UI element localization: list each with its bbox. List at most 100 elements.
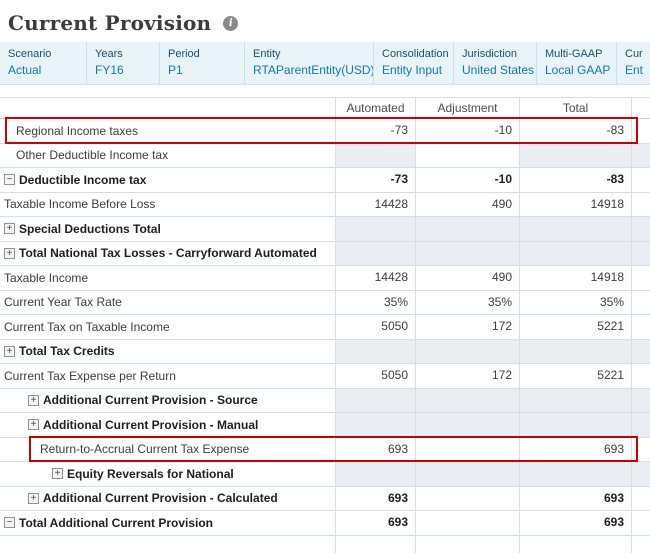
header-adjustment[interactable]: Adjustment <box>416 98 520 118</box>
cell-total[interactable]: 35% <box>520 290 632 314</box>
row-label-cell[interactable]: + Additional Current Provision - Calculat… <box>0 486 336 510</box>
pov-label: Cur <box>625 48 643 60</box>
cell-automated[interactable]: 693 <box>336 486 416 510</box>
cell-adjustment[interactable] <box>416 413 520 437</box>
cell-adjustment[interactable]: 35% <box>416 290 520 314</box>
pov-value[interactable]: Ent <box>625 63 644 77</box>
pov-value[interactable]: Actual <box>8 63 42 77</box>
cell-automated[interactable] <box>336 462 416 486</box>
row-label-cell[interactable]: Taxable Income <box>0 266 336 290</box>
cell-automated[interactable] <box>336 143 416 167</box>
cell-automated[interactable] <box>336 241 416 265</box>
row-label-cell[interactable]: Other Deductible Income tax <box>0 143 336 167</box>
row-label: Regional Income taxes <box>16 123 139 138</box>
cell-adjustment[interactable] <box>416 511 520 535</box>
table-row: Other Deductible Income tax <box>0 143 650 168</box>
row-label-cell[interactable]: + Additional Current Provision - Source <box>0 388 336 412</box>
cell-total[interactable]: 14918 <box>520 266 632 290</box>
table-row: Return-to-Accrual Current Tax Expense 693… <box>0 435 650 462</box>
cell-adjustment[interactable]: 172 <box>416 364 520 388</box>
cell-total[interactable]: 693 <box>520 511 632 535</box>
cell-automated[interactable]: -73 <box>336 119 416 143</box>
row-label-cell[interactable]: − Deductible Income tax <box>0 168 336 192</box>
info-icon[interactable]: i <box>223 15 239 31</box>
cell-total[interactable]: -83 <box>520 119 632 143</box>
cell-total[interactable] <box>520 339 632 363</box>
spacer <box>0 85 650 97</box>
cell-adjustment[interactable] <box>416 437 520 461</box>
header-total[interactable]: Total <box>520 98 632 118</box>
cell-total[interactable] <box>520 241 632 265</box>
cell-automated[interactable]: 693 <box>336 511 416 535</box>
cell-adjustment[interactable] <box>416 241 520 265</box>
cell-total[interactable]: 14918 <box>520 192 632 216</box>
cell-total[interactable] <box>520 143 632 167</box>
cell-adjustment[interactable] <box>416 388 520 412</box>
collapse-icon[interactable]: − <box>4 517 15 529</box>
cell-total[interactable] <box>520 462 632 486</box>
cell-total[interactable] <box>520 217 632 241</box>
expand-icon[interactable]: + <box>28 419 39 431</box>
cell-automated[interactable] <box>336 388 416 412</box>
row-label-cell[interactable]: + Total Tax Credits <box>0 339 336 363</box>
table-row: + Additional Current Provision - Source <box>0 388 650 413</box>
pov-value[interactable]: RTAParentEntity(USD) <box>253 63 374 77</box>
expand-icon[interactable]: + <box>28 492 39 504</box>
cell-automated[interactable]: -73 <box>336 168 416 192</box>
cell-adjustment[interactable] <box>416 143 520 167</box>
cell-automated[interactable]: 14428 <box>336 266 416 290</box>
table-row: + Total Tax Credits <box>0 339 650 364</box>
cell-automated[interactable]: 5050 <box>336 315 416 339</box>
row-label-cell[interactable]: + Additional Current Provision - Manual <box>0 413 336 437</box>
cell-automated[interactable]: 35% <box>336 290 416 314</box>
row-label-cell[interactable]: Current Year Tax Rate <box>0 290 336 314</box>
row-label-cell[interactable]: Current Tax on Taxable Income <box>0 315 336 339</box>
cell-total[interactable]: 693 <box>520 437 632 461</box>
expand-icon[interactable]: + <box>4 345 15 357</box>
expand-icon[interactable]: + <box>52 468 63 480</box>
cell-adjustment[interactable] <box>416 217 520 241</box>
cell-automated[interactable] <box>336 339 416 363</box>
row-label-cell[interactable]: + Equity Reversals for National <box>0 462 336 486</box>
cell-adjustment[interactable] <box>416 339 520 363</box>
row-label-cell[interactable]: Regional Income taxes <box>0 119 336 143</box>
cell-adjustment[interactable] <box>416 462 520 486</box>
row-label: Total National Tax Losses - Carryforward… <box>19 246 317 261</box>
cell-total[interactable]: 5221 <box>520 315 632 339</box>
pov-value[interactable]: United States <box>462 63 535 77</box>
pov-value[interactable]: Local GAAP <box>545 63 611 77</box>
expand-icon[interactable]: + <box>28 394 39 406</box>
cell-adjustment[interactable]: 490 <box>416 266 520 290</box>
cell-total[interactable] <box>520 413 632 437</box>
cell-total[interactable] <box>520 388 632 412</box>
pov-value[interactable]: Entity Input <box>382 63 443 77</box>
table-row: + Equity Reversals for National <box>0 462 650 487</box>
cell-automated[interactable]: 5050 <box>336 364 416 388</box>
row-label-cell[interactable]: + Total National Tax Losses - Carryforwar… <box>0 241 336 265</box>
row-label-cell[interactable]: − Total Additional Current Provision <box>0 511 336 535</box>
pov-value[interactable]: P1 <box>168 63 183 77</box>
cell-adjustment[interactable] <box>416 486 520 510</box>
expand-icon[interactable]: + <box>4 247 15 259</box>
pov-value[interactable]: FY16 <box>95 63 124 77</box>
cell-adjustment[interactable]: -10 <box>416 168 520 192</box>
cell-adjustment[interactable]: -10 <box>416 119 520 143</box>
row-label-cell[interactable]: Taxable Income Before Loss <box>0 192 336 216</box>
expand-icon[interactable]: + <box>4 223 15 235</box>
header-automated[interactable]: Automated <box>336 98 416 118</box>
cell-total[interactable]: 5221 <box>520 364 632 388</box>
row-label: Total Additional Current Provision <box>19 515 214 530</box>
cell-automated[interactable]: 14428 <box>336 192 416 216</box>
cell-total[interactable]: -83 <box>520 168 632 192</box>
row-label-cell[interactable]: Current Tax Expense per Return <box>0 364 336 388</box>
row-label-cell[interactable]: + Special Deductions Total <box>0 217 336 241</box>
cell-total[interactable]: 693 <box>520 486 632 510</box>
cell-automated[interactable] <box>336 413 416 437</box>
row-label-cell[interactable]: Return-to-Accrual Current Tax Expense <box>0 437 336 461</box>
cell-automated[interactable]: 693 <box>336 437 416 461</box>
cell-adjustment[interactable]: 490 <box>416 192 520 216</box>
cell-adjustment[interactable]: 172 <box>416 315 520 339</box>
cell-cutoff <box>632 290 650 314</box>
cell-automated[interactable] <box>336 217 416 241</box>
collapse-icon[interactable]: − <box>4 174 15 186</box>
